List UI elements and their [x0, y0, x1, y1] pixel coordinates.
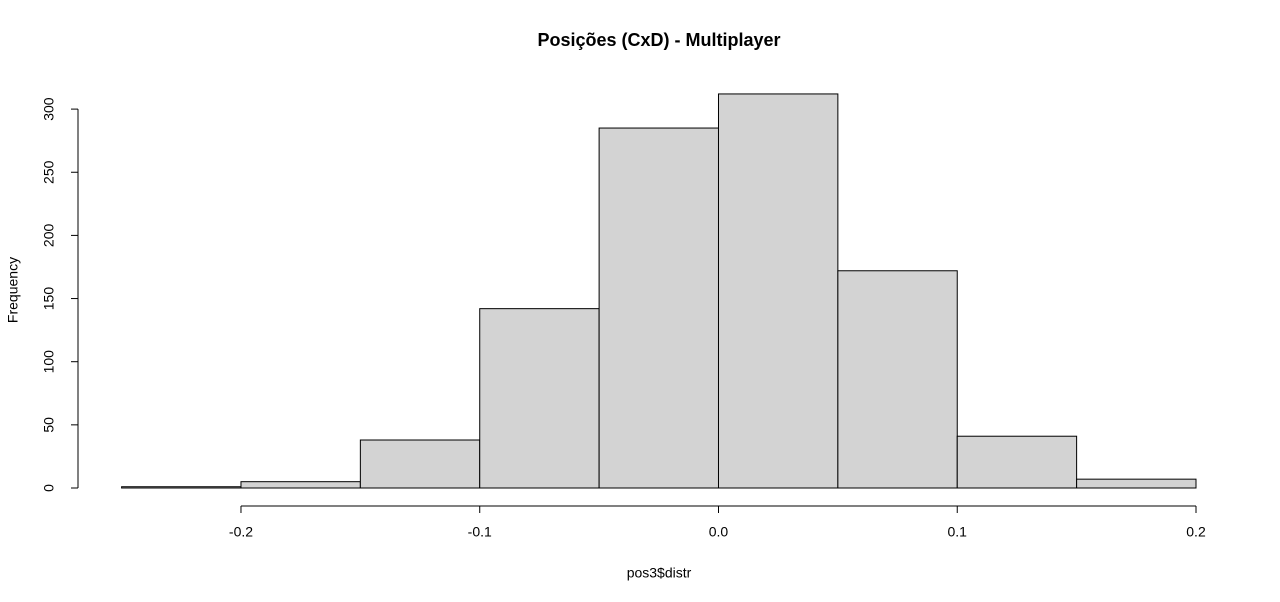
bar [717, 93, 839, 489]
x-axis-label: pos3$distr [627, 565, 692, 581]
y-axis-label: Frequency [5, 257, 21, 323]
y-tick-label: 0 [41, 484, 57, 492]
y-tick-label: 100 [41, 350, 57, 374]
bar [479, 308, 600, 489]
x-tick-label: 0.1 [948, 524, 968, 540]
bar [121, 486, 242, 489]
y-tick-label: 150 [41, 287, 57, 311]
x-tick-label: 0.2 [1186, 524, 1206, 540]
y-tick-label: 200 [41, 224, 57, 248]
bar [1076, 478, 1197, 489]
y-tick-label: 300 [41, 97, 57, 121]
y-tick-label: 250 [41, 160, 57, 184]
x-tick-label: 0.0 [709, 524, 729, 540]
bar [837, 270, 958, 489]
bar [598, 127, 719, 489]
y-tick-label: 50 [41, 417, 57, 433]
x-tick-label: -0.2 [229, 524, 253, 540]
bar [359, 439, 481, 489]
bar [956, 435, 1078, 489]
x-tick-label: -0.1 [468, 524, 492, 540]
chart-title: Posições (CxD) - Multiplayer [537, 30, 780, 50]
bar [240, 481, 361, 489]
